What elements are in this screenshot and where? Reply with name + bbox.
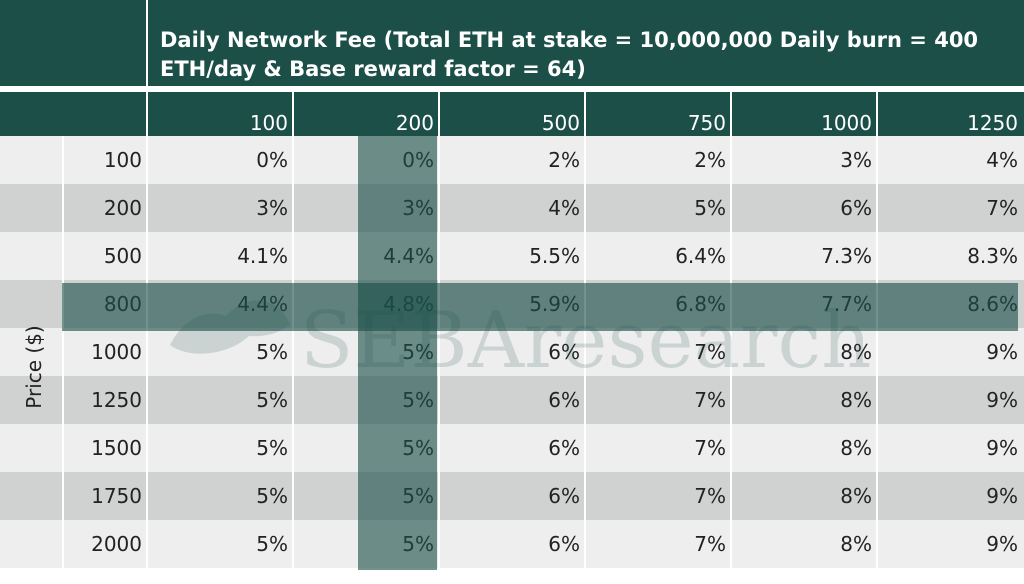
column-header: 750 <box>687 111 726 135</box>
table-cell: 7% <box>694 532 726 556</box>
table-cell: 5% <box>256 340 288 364</box>
table-cell: 5% <box>256 436 288 460</box>
table-cell: 6% <box>548 388 580 412</box>
row-band <box>0 376 1024 424</box>
column-header-row <box>0 92 1024 136</box>
title-header <box>148 0 1024 86</box>
highlight-row <box>62 283 1018 331</box>
table-cell: 9% <box>986 388 1018 412</box>
row-label: 500 <box>103 244 142 268</box>
row-band <box>0 136 1024 184</box>
table-cell: 8% <box>840 532 872 556</box>
column-header: 200 <box>395 111 434 135</box>
table-cell: 6% <box>840 196 872 220</box>
column-header: 500 <box>541 111 580 135</box>
table-cell: 8% <box>840 340 872 364</box>
row-band <box>0 328 1024 376</box>
row-label: 100 <box>103 148 142 172</box>
table-cell: 4% <box>548 196 580 220</box>
table-cell: 6.4% <box>675 244 726 268</box>
table-cell: 6% <box>548 436 580 460</box>
column-header: 100 <box>249 111 288 135</box>
table-cell: 7% <box>694 340 726 364</box>
table-cell: 8% <box>840 484 872 508</box>
table-cell: 8.3% <box>967 244 1018 268</box>
table-cell: 8% <box>840 436 872 460</box>
table-cell: 9% <box>986 484 1018 508</box>
row-label: 1250 <box>91 388 142 412</box>
table-cell: 3% <box>256 196 288 220</box>
table-cell: 7% <box>986 196 1018 220</box>
table-cell: 9% <box>986 532 1018 556</box>
row-label: 1750 <box>91 484 142 508</box>
row-band <box>0 472 1024 520</box>
table-cell: 3% <box>840 148 872 172</box>
column-header: 1250 <box>967 111 1018 135</box>
row-label: 1500 <box>91 436 142 460</box>
table-cell: 7.3% <box>821 244 872 268</box>
table-cell: 4% <box>986 148 1018 172</box>
title-header-left <box>0 0 146 86</box>
row-band <box>0 424 1024 472</box>
row-label: 200 <box>103 196 142 220</box>
row-band <box>0 184 1024 232</box>
table-cell: 9% <box>986 436 1018 460</box>
table-cell: 5% <box>256 532 288 556</box>
table-cell: 6% <box>548 532 580 556</box>
table-cell: 6% <box>548 340 580 364</box>
table-cell: 8% <box>840 388 872 412</box>
highlight-column <box>358 136 437 570</box>
table-cell: 7% <box>694 484 726 508</box>
table-cell: 7% <box>694 436 726 460</box>
column-header: 1000 <box>821 111 872 135</box>
row-label: 2000 <box>91 532 142 556</box>
table-cell: 5% <box>256 484 288 508</box>
table-cell: 2% <box>694 148 726 172</box>
row-band <box>0 520 1024 568</box>
table-cell: 0% <box>256 148 288 172</box>
y-axis-label: Price ($) <box>14 325 54 409</box>
table-cell: 9% <box>986 340 1018 364</box>
table-cell: 5% <box>256 388 288 412</box>
table-cell: 7% <box>694 388 726 412</box>
table-cell: 2% <box>548 148 580 172</box>
table-cell: 5.5% <box>529 244 580 268</box>
table-title: Daily Network Fee (Total ETH at stake = … <box>160 28 979 81</box>
row-band <box>0 232 1024 280</box>
table-cell: 4.1% <box>237 244 288 268</box>
table-cell: 5% <box>694 196 726 220</box>
row-label: 1000 <box>91 340 142 364</box>
column-separator <box>62 136 64 570</box>
y-axis-label-text: Price ($) <box>22 325 46 409</box>
table-cell: 6% <box>548 484 580 508</box>
